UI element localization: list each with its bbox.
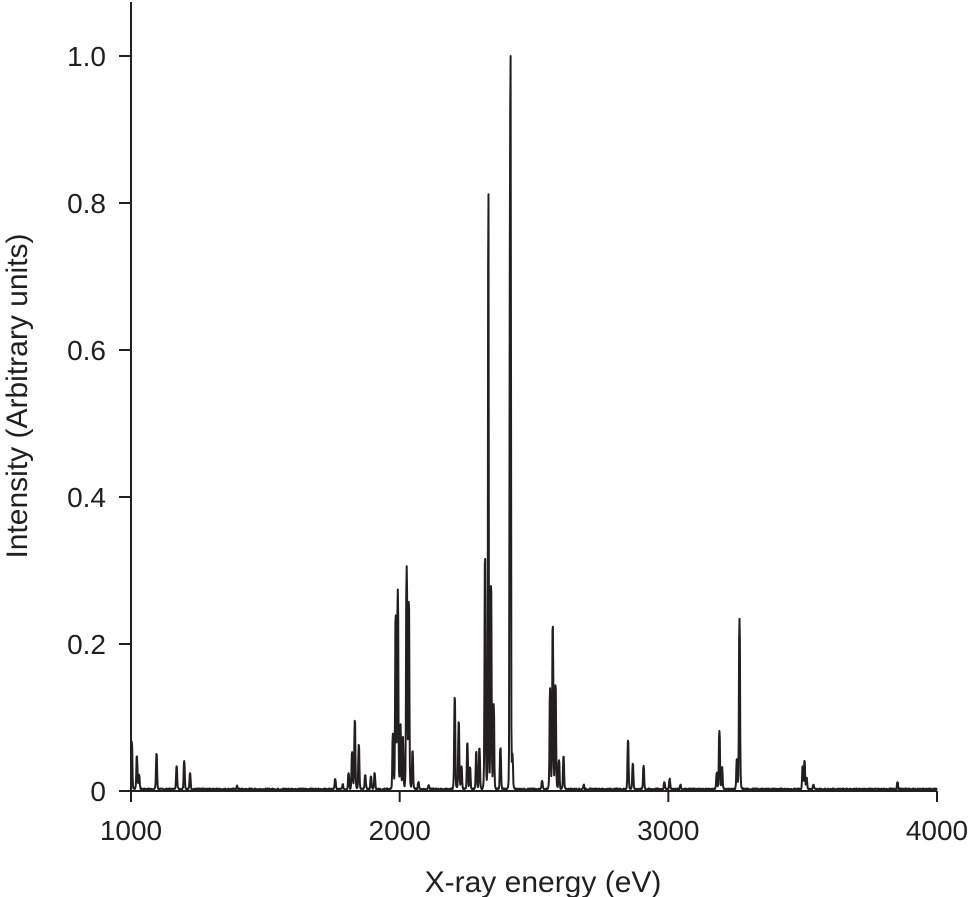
y-tick-label-0.4: 0.4 (67, 482, 106, 513)
x-axis-ticks: 1000 2000 3000 4000 (100, 791, 968, 846)
y-tick-label-1.0: 1.0 (67, 41, 106, 72)
spectrum-line (130, 55, 938, 791)
x-tick-label-4000: 4000 (906, 815, 968, 846)
x-tick-label-1000: 1000 (100, 815, 162, 846)
y-tick-label-0: 0 (90, 776, 106, 807)
y-tick-label-0.6: 0.6 (67, 335, 106, 366)
x-tick-label-2000: 2000 (369, 815, 431, 846)
y-axis-title: Intensity (Arbitrary units) (1, 233, 34, 558)
x-tick-label-3000: 3000 (637, 815, 699, 846)
y-tick-label-0.2: 0.2 (67, 629, 106, 660)
x-axis-title: X-ray energy (eV) (425, 866, 662, 897)
y-axis-ticks: 0 0.2 0.4 0.6 0.8 1.0 (67, 41, 131, 807)
axes (130, 2, 937, 792)
y-tick-label-0.8: 0.8 (67, 188, 106, 219)
